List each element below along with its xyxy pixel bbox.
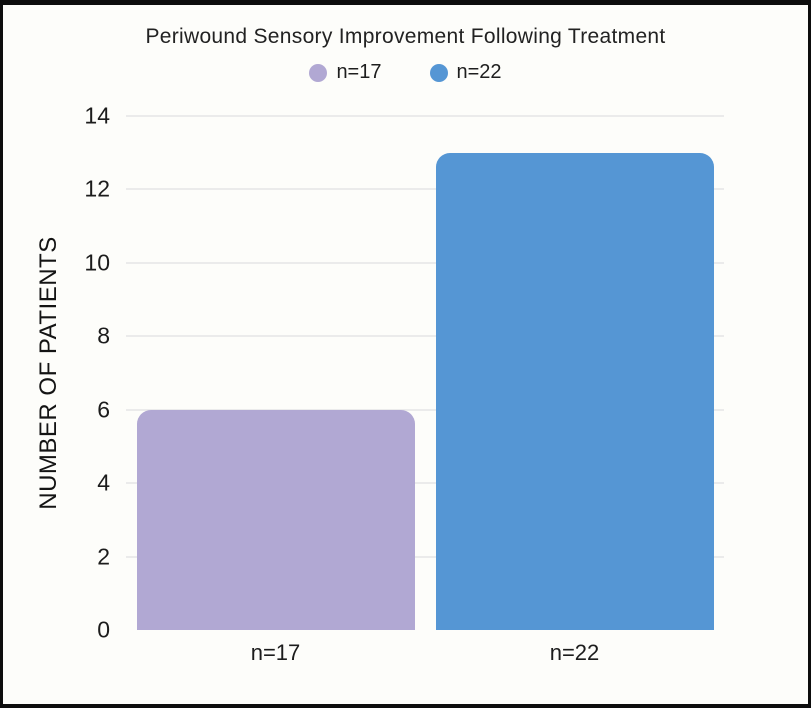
x-category-label: n=22 — [549, 640, 600, 665]
y-tick-label: 2 — [97, 543, 110, 570]
gridline — [126, 482, 724, 485]
gridline — [126, 335, 724, 338]
gridline — [126, 261, 724, 264]
legend-label: n=22 — [456, 61, 502, 83]
gridline — [126, 555, 724, 558]
y-tick-label: 10 — [84, 249, 110, 276]
y-tick-label: 14 — [84, 102, 110, 129]
gridline — [126, 408, 724, 411]
legend-marker-icon — [309, 63, 328, 82]
y-axis-title: NUMBER OF PATIENTS — [35, 236, 62, 510]
bar-n=22 — [436, 153, 714, 630]
y-tick-label: 12 — [84, 175, 110, 202]
y-tick-label: 4 — [97, 469, 110, 496]
y-tick-label: 8 — [97, 322, 110, 349]
chart-title: Periwound Sensory Improvement Following … — [145, 25, 666, 48]
x-category-label: n=17 — [250, 640, 301, 665]
legend-item: n=17 — [309, 61, 382, 84]
gridline — [126, 115, 724, 117]
y-tick-label: 0 — [97, 616, 110, 643]
legend-label: n=17 — [336, 61, 382, 83]
legend-item: n=22 — [429, 61, 502, 84]
plot-area: 0 2 4 6 8 10 12 14 n=17 n=22 — [84, 104, 724, 665]
bar-n=17 — [137, 410, 415, 630]
chart-legend: n=17 n=22 — [3, 61, 808, 84]
y-tick-label: 6 — [97, 396, 110, 423]
legend-marker-icon — [429, 63, 448, 82]
gridline — [126, 188, 724, 191]
